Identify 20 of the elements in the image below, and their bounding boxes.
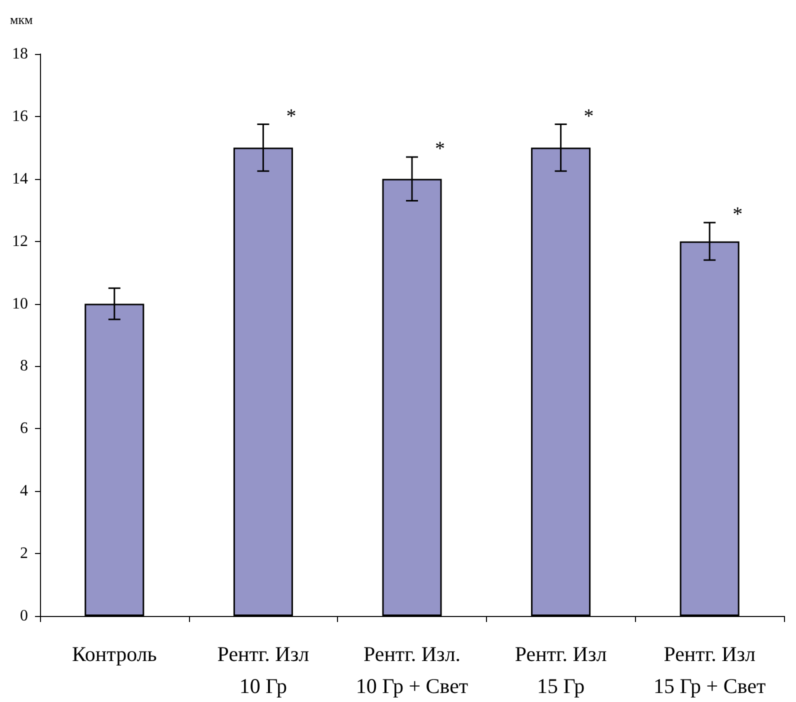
annotation: * [286,105,296,128]
x-tick-label: Контроль [72,642,157,666]
x-tick-label: Рентг. Изл 15 Гр [514,642,607,698]
x-tick-label: Рентг. Изл. 10 Гр + Свет [356,642,468,698]
annotation: * [435,138,445,160]
y-tick-label: 10 [12,295,28,312]
y-tick-label: 14 [12,170,28,188]
y-tick-label: 12 [12,232,28,250]
y-tick-label: 16 [12,108,28,125]
y-tick-label: 4 [20,482,28,500]
annotation: * [584,105,594,128]
y-tick-label: 6 [20,420,28,438]
y-tick-label: 0 [20,608,28,624]
y-tick-label: 8 [20,358,28,375]
x-tick-label: Рентг. Изл 10 Гр [217,642,310,698]
x-tick-label: Рентг. Изл 15 Гр + Свет [653,642,766,698]
y-tick-label: 2 [20,545,28,562]
annotation: * [732,204,743,226]
y-tick-label: 18 [12,46,28,62]
y-axis-title: мкм [10,12,33,27]
